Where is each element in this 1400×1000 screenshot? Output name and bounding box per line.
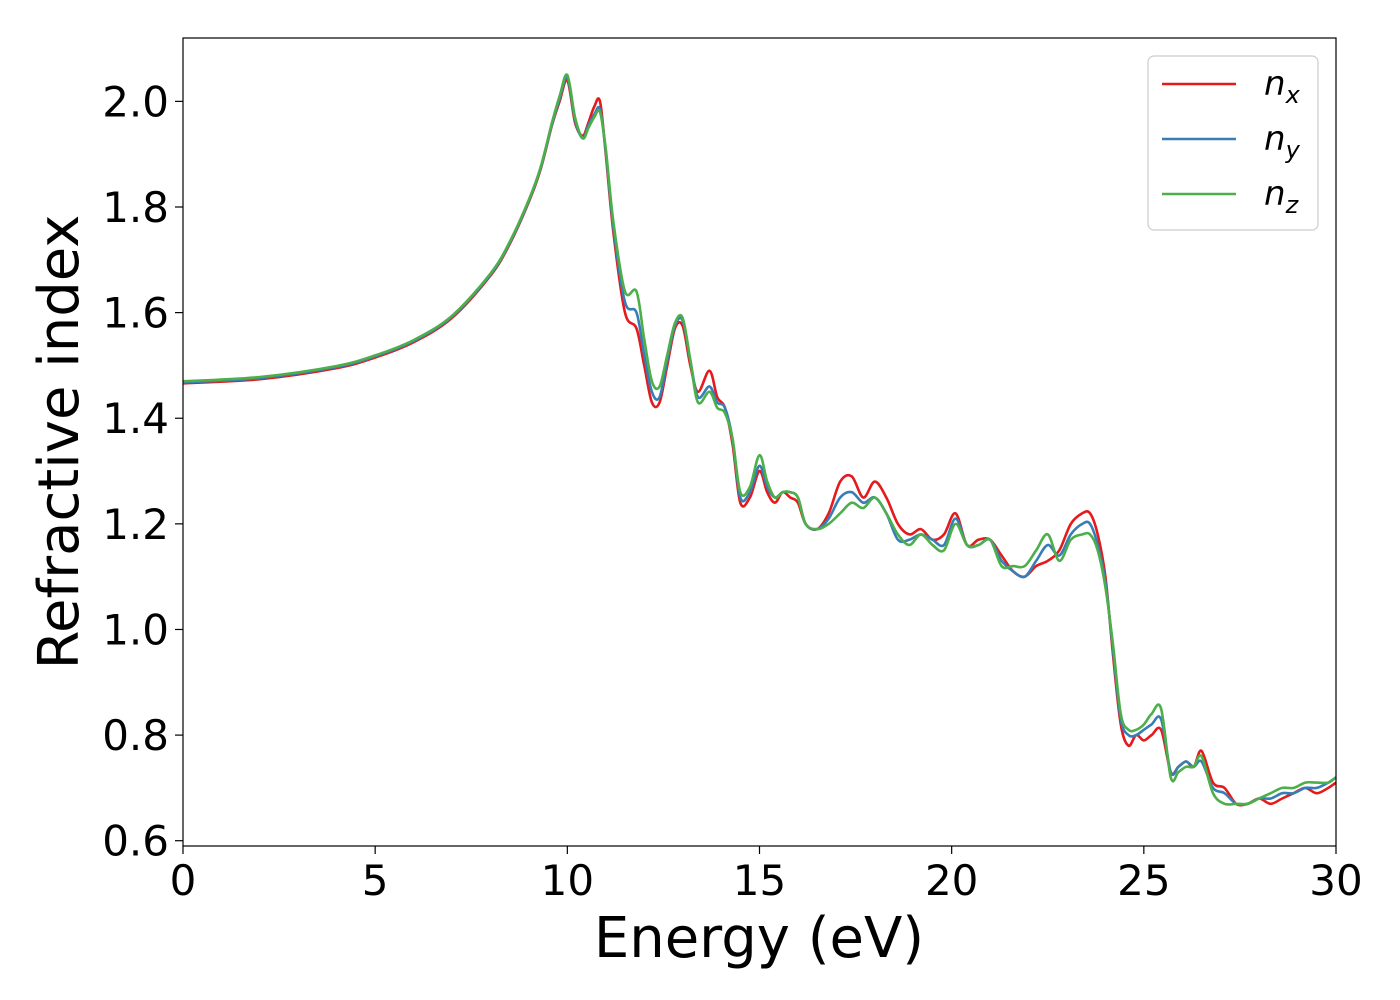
legend-box	[1147, 55, 1319, 231]
x-tick-label: 5	[362, 856, 389, 905]
y-axis-title: Refractive index	[27, 215, 92, 670]
series-line-y	[182, 75, 1337, 807]
legend-label-z: nz	[1264, 174, 1300, 219]
x-tick-label: 25	[1117, 856, 1170, 905]
legend-label-x: nx	[1264, 64, 1301, 109]
legend-label-y: ny	[1264, 119, 1301, 164]
y-tick-label: 1.0	[102, 605, 169, 654]
y-tick-label: 0.8	[102, 711, 169, 760]
y-tick-label: 1.6	[102, 289, 169, 338]
plot-lines	[182, 73, 1337, 807]
x-tick-label: 10	[541, 856, 594, 905]
y-tick-label: 0.6	[102, 817, 169, 866]
y-axis: 0.6 0.8 1.0 1.2 1.4 1.6 1.8 2.0	[102, 77, 183, 866]
x-tick-label: 0	[170, 856, 197, 905]
x-tick-label: 30	[1309, 856, 1362, 905]
x-axis-title: Energy (eV)	[594, 906, 924, 971]
series-line-z	[182, 73, 1337, 806]
y-tick-label: 1.4	[102, 394, 169, 443]
x-axis: 0 5 10 15 20 25 30	[170, 846, 1363, 905]
x-tick-label: 20	[925, 856, 978, 905]
x-tick-label: 15	[733, 856, 786, 905]
y-tick-label: 2.0	[102, 77, 169, 126]
y-tick-label: 1.8	[102, 183, 169, 232]
y-tick-label: 1.2	[102, 500, 169, 549]
legend: nx ny nz	[1147, 55, 1319, 231]
